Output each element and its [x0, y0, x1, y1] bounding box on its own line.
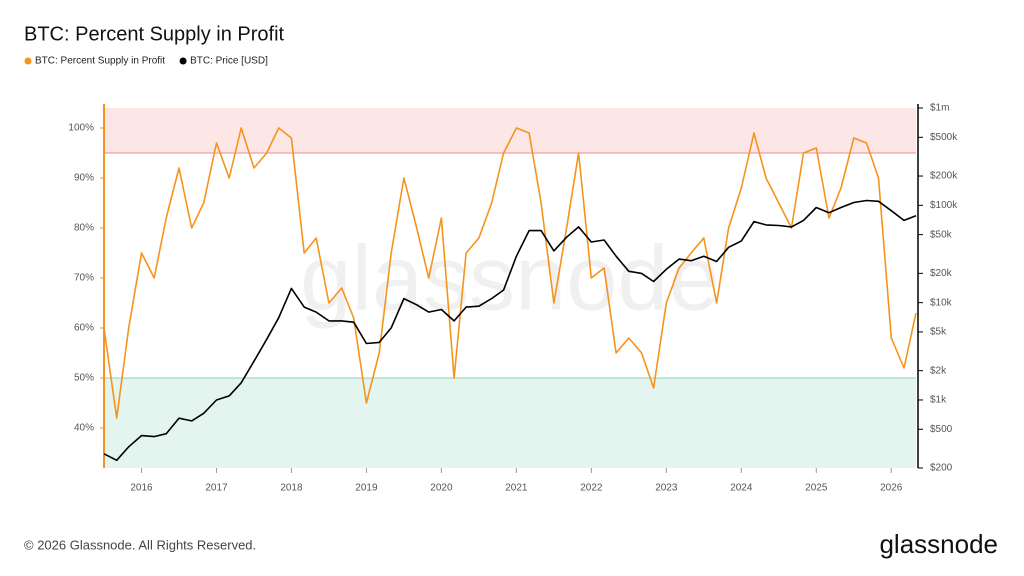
y2-tick-label: $10k — [930, 297, 953, 308]
y2-tick-label: $20k — [930, 268, 953, 279]
series-line — [103, 127, 917, 419]
y-tick-label: 60% — [74, 323, 94, 334]
x-tick-label: 2021 — [505, 483, 528, 494]
zone — [104, 378, 916, 468]
y2-tick-label: $100k — [930, 200, 958, 211]
y2-tick-label: $200k — [930, 171, 958, 182]
y-tick-label: 100% — [68, 123, 94, 134]
y-tick-label: 40% — [74, 423, 94, 434]
x-tick-label: 2016 — [130, 483, 153, 494]
legend-marker — [179, 57, 187, 65]
y2-tick-label: $500 — [930, 424, 953, 435]
y-tick-label: 70% — [74, 273, 94, 284]
legend-label: BTC: Percent Supply in Profit — [35, 56, 165, 67]
x-tick-label: 2018 — [280, 483, 303, 494]
y2-tick-label: $200 — [930, 463, 953, 474]
x-tick-label: 2019 — [355, 483, 378, 494]
x-tick-label: 2020 — [430, 483, 453, 494]
chart-title: BTC: Percent Supply in Profit — [24, 23, 285, 45]
y-tick-label: 90% — [74, 173, 94, 184]
footer: © 2026 Glassnode. All Rights Reserved. — [24, 537, 256, 552]
y2-tick-label: $5k — [930, 327, 947, 338]
y2-tick-label: $50k — [930, 229, 953, 240]
x-tick-label: 2025 — [805, 483, 828, 494]
y-tick-label: 80% — [74, 223, 94, 234]
logo: glassnode — [879, 529, 998, 559]
x-tick-label: 2023 — [655, 483, 678, 494]
x-tick-label: 2017 — [205, 483, 228, 494]
y-tick-label: 50% — [74, 373, 94, 384]
x-tick-label: 2022 — [580, 483, 603, 494]
zone — [104, 108, 916, 153]
y2-tick-label: $2k — [930, 365, 947, 376]
series-line — [103, 199, 917, 462]
x-tick-label: 2026 — [880, 483, 903, 494]
legend-marker — [24, 57, 32, 65]
x-tick-label: 2024 — [730, 483, 753, 494]
y2-tick-label: $500k — [930, 132, 958, 143]
y2-tick-label: $1k — [930, 395, 947, 406]
legend-label: BTC: Price [USD] — [190, 56, 268, 67]
y2-tick-label: $1m — [930, 103, 949, 114]
